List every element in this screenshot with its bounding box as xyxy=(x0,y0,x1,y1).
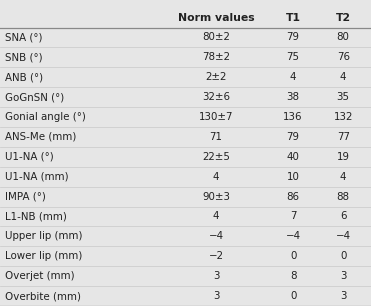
Text: 8: 8 xyxy=(290,271,296,281)
Text: 75: 75 xyxy=(286,52,300,62)
Text: U1-NA (mm): U1-NA (mm) xyxy=(5,172,68,182)
Text: Upper lip (mm): Upper lip (mm) xyxy=(5,231,82,241)
Text: 79: 79 xyxy=(286,32,300,43)
Text: 3: 3 xyxy=(213,291,219,301)
Text: 4: 4 xyxy=(340,172,347,182)
Text: −4: −4 xyxy=(336,231,351,241)
Text: L1-NB (mm): L1-NB (mm) xyxy=(5,211,67,222)
Text: ANS-Me (mm): ANS-Me (mm) xyxy=(5,132,76,142)
Text: 0: 0 xyxy=(290,251,296,261)
Text: 32±6: 32±6 xyxy=(202,92,230,102)
Text: 86: 86 xyxy=(286,192,300,202)
Text: 40: 40 xyxy=(287,152,299,162)
Text: −2: −2 xyxy=(209,251,224,261)
Text: 136: 136 xyxy=(283,112,303,122)
Text: 4: 4 xyxy=(213,211,219,222)
Text: 2±2: 2±2 xyxy=(206,72,227,82)
Text: 0: 0 xyxy=(340,251,347,261)
Text: 6: 6 xyxy=(340,211,347,222)
Text: ANB (°): ANB (°) xyxy=(5,72,43,82)
Text: 35: 35 xyxy=(336,92,350,102)
Text: 4: 4 xyxy=(213,172,219,182)
Text: GoGnSN (°): GoGnSN (°) xyxy=(5,92,64,102)
Text: 7: 7 xyxy=(290,211,296,222)
Text: 10: 10 xyxy=(287,172,299,182)
Text: 80±2: 80±2 xyxy=(202,32,230,43)
Text: 71: 71 xyxy=(210,132,223,142)
Text: SNB (°): SNB (°) xyxy=(5,52,42,62)
Text: −4: −4 xyxy=(209,231,224,241)
Text: 79: 79 xyxy=(286,132,300,142)
Text: Overjet (mm): Overjet (mm) xyxy=(5,271,75,281)
Text: 132: 132 xyxy=(334,112,353,122)
Text: 80: 80 xyxy=(337,32,349,43)
Text: −4: −4 xyxy=(286,231,301,241)
Text: 0: 0 xyxy=(290,291,296,301)
Text: 4: 4 xyxy=(340,72,347,82)
Text: T2: T2 xyxy=(336,13,351,23)
Text: 130±7: 130±7 xyxy=(199,112,233,122)
Text: 76: 76 xyxy=(336,52,350,62)
Text: IMPA (°): IMPA (°) xyxy=(5,192,46,202)
Text: 19: 19 xyxy=(336,152,350,162)
Text: 88: 88 xyxy=(336,192,350,202)
Text: 90±3: 90±3 xyxy=(202,192,230,202)
Text: 22±5: 22±5 xyxy=(202,152,230,162)
Text: 77: 77 xyxy=(336,132,350,142)
Text: 3: 3 xyxy=(340,291,347,301)
Text: Lower lip (mm): Lower lip (mm) xyxy=(5,251,82,261)
Text: Gonial angle (°): Gonial angle (°) xyxy=(5,112,86,122)
Text: 38: 38 xyxy=(286,92,300,102)
Text: Norm values: Norm values xyxy=(178,13,255,23)
Text: T1: T1 xyxy=(286,13,301,23)
Text: SNA (°): SNA (°) xyxy=(5,32,42,43)
Text: 4: 4 xyxy=(290,72,296,82)
Text: U1-NA (°): U1-NA (°) xyxy=(5,152,53,162)
Text: Overbite (mm): Overbite (mm) xyxy=(5,291,81,301)
Text: 78±2: 78±2 xyxy=(202,52,230,62)
Text: 3: 3 xyxy=(340,271,347,281)
Text: 3: 3 xyxy=(213,271,219,281)
